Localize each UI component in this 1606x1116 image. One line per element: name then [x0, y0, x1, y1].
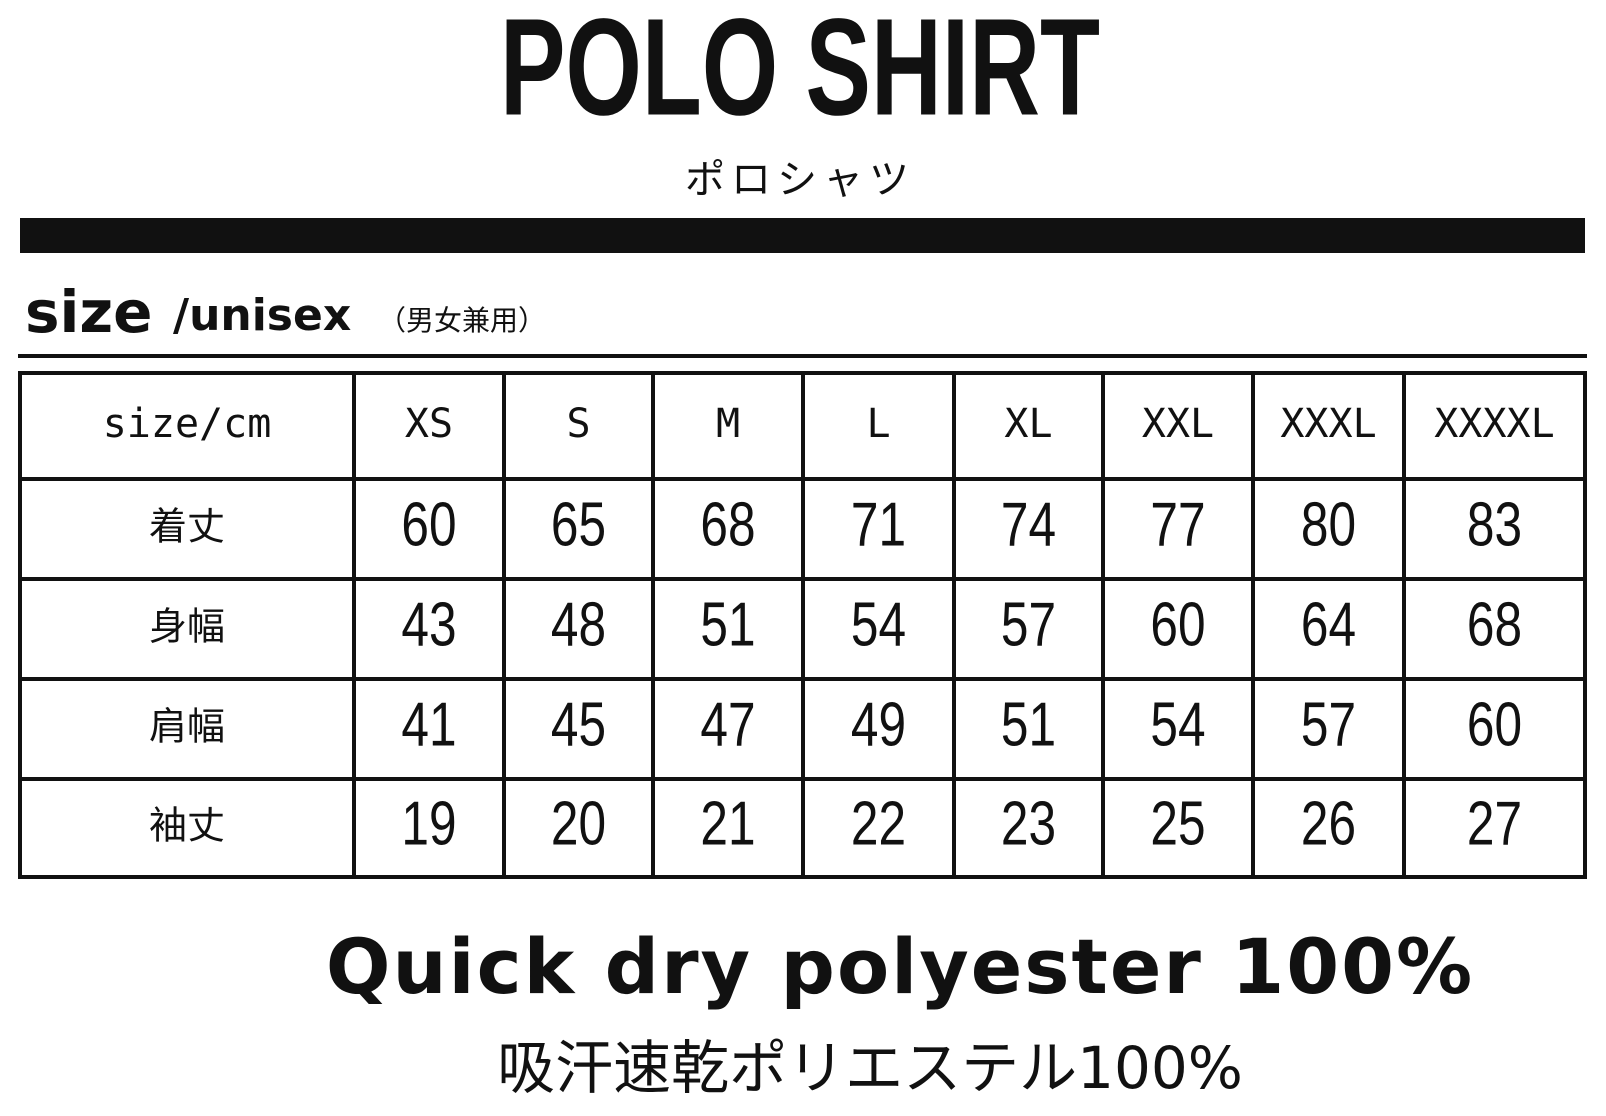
measure-value: 21 [700, 788, 755, 858]
measure-value: 41 [401, 689, 456, 759]
measure-value: 51 [1001, 689, 1056, 759]
divider-line [18, 354, 1587, 358]
size-header: M [716, 401, 740, 447]
measure-value: 57 [1301, 689, 1356, 759]
measure-value: 25 [1150, 788, 1205, 858]
measure-value: 27 [1467, 788, 1522, 858]
measure-value: 60 [1150, 589, 1205, 659]
measure-value: 68 [700, 489, 755, 559]
measure-value: 19 [401, 788, 456, 858]
measure-label: 身幅 [149, 605, 225, 649]
measure-value: 71 [851, 489, 906, 559]
measure-value: 54 [1150, 689, 1205, 759]
measure-value: 74 [1001, 489, 1056, 559]
measure-value: 20 [551, 788, 606, 858]
size-header: XL [1004, 401, 1052, 447]
measure-value: 45 [551, 689, 606, 759]
measure-label: 着丈 [149, 505, 225, 549]
measure-value: 49 [851, 689, 906, 759]
fit-note: （男女兼用） [378, 304, 546, 337]
subtitle: ポロシャツ [685, 157, 915, 203]
material: Quick dry polyester 100% [326, 922, 1474, 1011]
measure-label: 肩幅 [149, 705, 225, 749]
measure-value: 23 [1001, 788, 1056, 858]
measure-value: 57 [1001, 589, 1056, 659]
measure-value: 60 [1467, 689, 1522, 759]
divider-bar [20, 218, 1585, 253]
measure-value: 77 [1150, 489, 1205, 559]
measure-value: 51 [700, 589, 755, 659]
measure-value: 22 [851, 788, 906, 858]
material-jp: 吸汗速乾ポリエステル100% [497, 1034, 1243, 1102]
measure-value: 54 [851, 589, 906, 659]
size-header: XXXXL [1434, 401, 1554, 447]
size-header: XS [405, 401, 453, 447]
size-header: XXL [1142, 401, 1214, 447]
measure-value: 43 [401, 589, 456, 659]
size-header: S [566, 401, 590, 447]
measure-value: 83 [1467, 489, 1522, 559]
measure-value: 65 [551, 489, 606, 559]
fit-label: /unisex [173, 290, 351, 341]
size-label: size [25, 278, 153, 346]
measure-value: 48 [551, 589, 606, 659]
measure-value: 64 [1301, 589, 1356, 659]
title: POLO SHIRT [500, 0, 1100, 144]
measure-value: 26 [1301, 788, 1356, 858]
measure-value: 47 [700, 689, 755, 759]
size-header: L [866, 401, 890, 447]
size-header: XXXL [1280, 401, 1376, 447]
header-cell: size/cm [103, 401, 272, 447]
measure-value: 68 [1467, 589, 1522, 659]
measure-value: 60 [401, 489, 456, 559]
measure-label: 袖丈 [149, 804, 225, 848]
measure-value: 80 [1301, 489, 1356, 559]
